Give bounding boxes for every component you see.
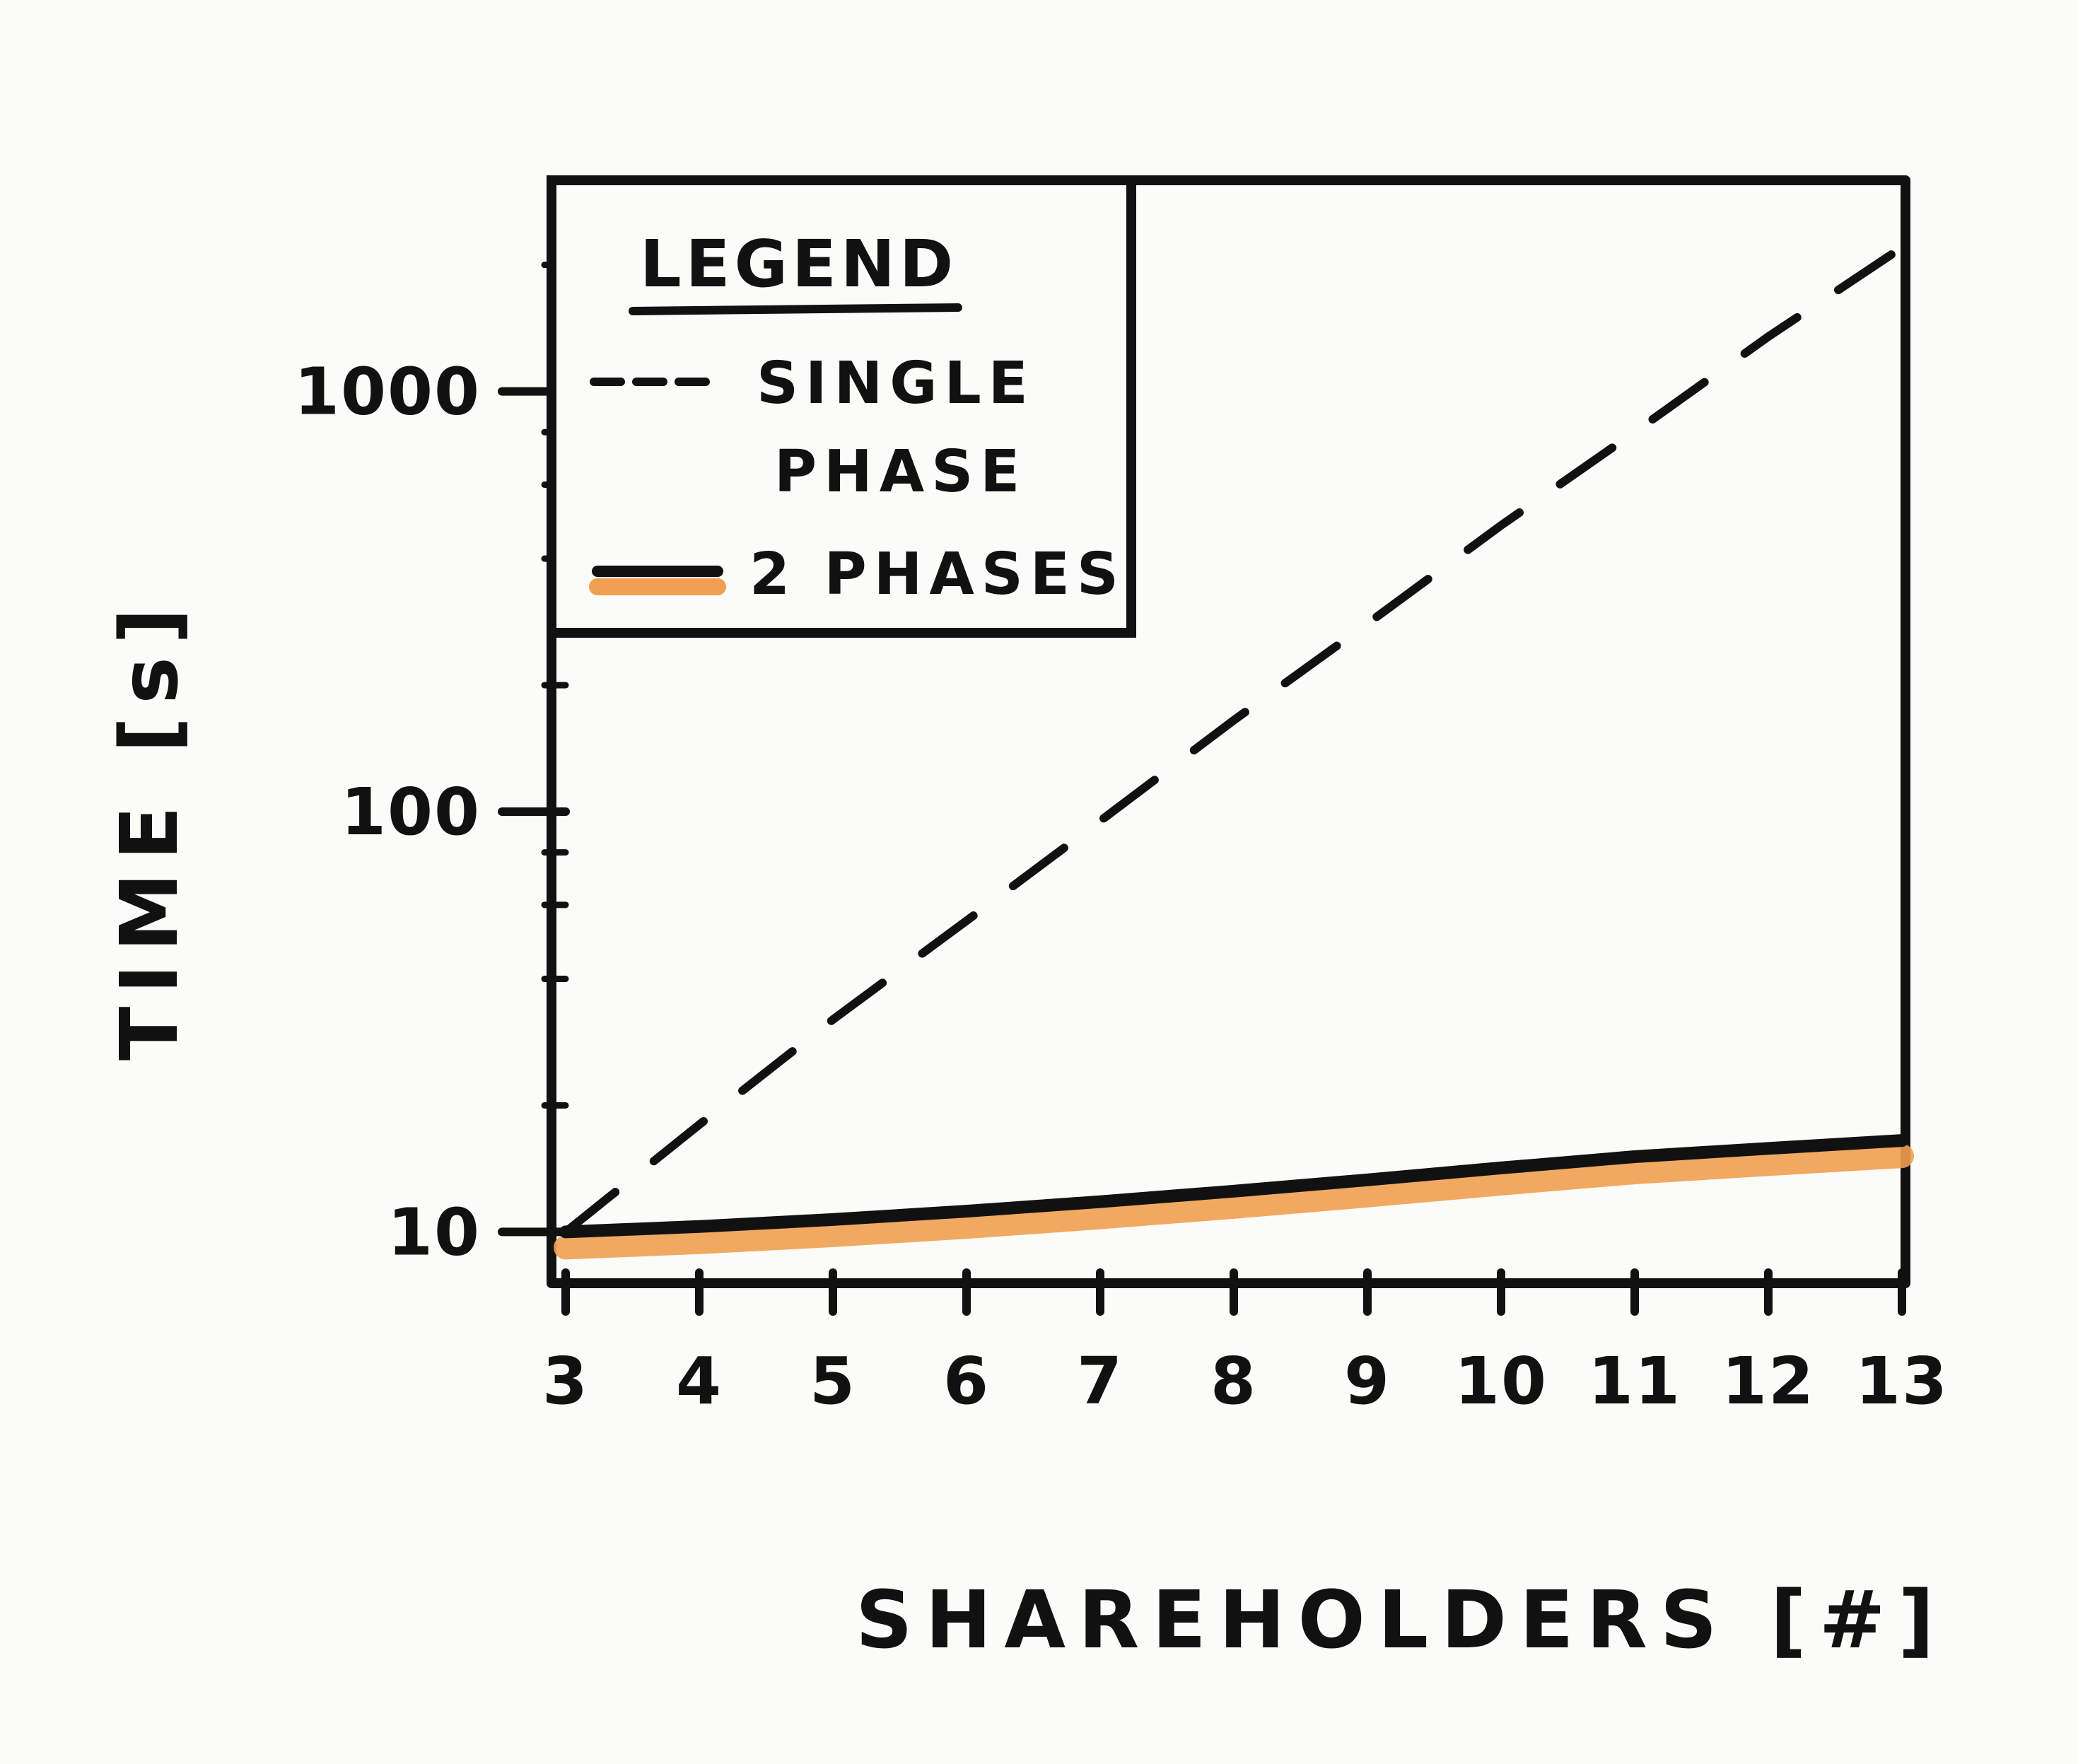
legend-single-phase-label-line2: PHASE [774,438,1027,506]
series-fill-2-phases [554,1144,1914,1260]
x-axis-ticks: 3 4 5 6 7 8 9 10 11 12 13 [542,1268,1949,1419]
legend-single-phase-label-line1: SINGLE [757,350,1035,417]
y-axis-ticks: 10 100 1000 [294,262,570,1270]
series-line-single-phase [561,243,1906,1237]
x-tick-label: 12 [1722,1343,1815,1419]
plot-frame [547,175,1910,1288]
legend-2-phases-label: 2 PHASES [749,541,1126,608]
series-layer [554,243,1914,1260]
x-tick-label: 6 [943,1343,990,1419]
legend-box [547,175,1136,638]
y-axis-title: TIME [s] [104,595,196,1061]
legend-title-underline [629,303,962,315]
x-axis-title: SHAREHOLDERS [#] [856,1575,1947,1666]
x-tick-label: 9 [1344,1343,1391,1419]
series-line-2-phases [559,1134,1908,1239]
x-tick-label: 10 [1454,1343,1548,1419]
x-tick-label: 7 [1077,1343,1123,1419]
legend-title: LEGEND [640,226,957,302]
y-tick-label: 1000 [294,354,481,430]
y-tick-label: 10 [387,1194,481,1270]
x-tick-label: 11 [1588,1343,1681,1419]
x-tick-label: 4 [676,1343,723,1419]
x-tick-label: 3 [542,1343,589,1419]
y-tick-label: 100 [341,774,481,850]
x-tick-label: 5 [810,1343,856,1419]
x-tick-label: 13 [1855,1343,1949,1419]
legend: LEGEND SINGLE PHASE 2 PHASES [547,175,1136,638]
x-tick-label: 8 [1210,1343,1257,1419]
